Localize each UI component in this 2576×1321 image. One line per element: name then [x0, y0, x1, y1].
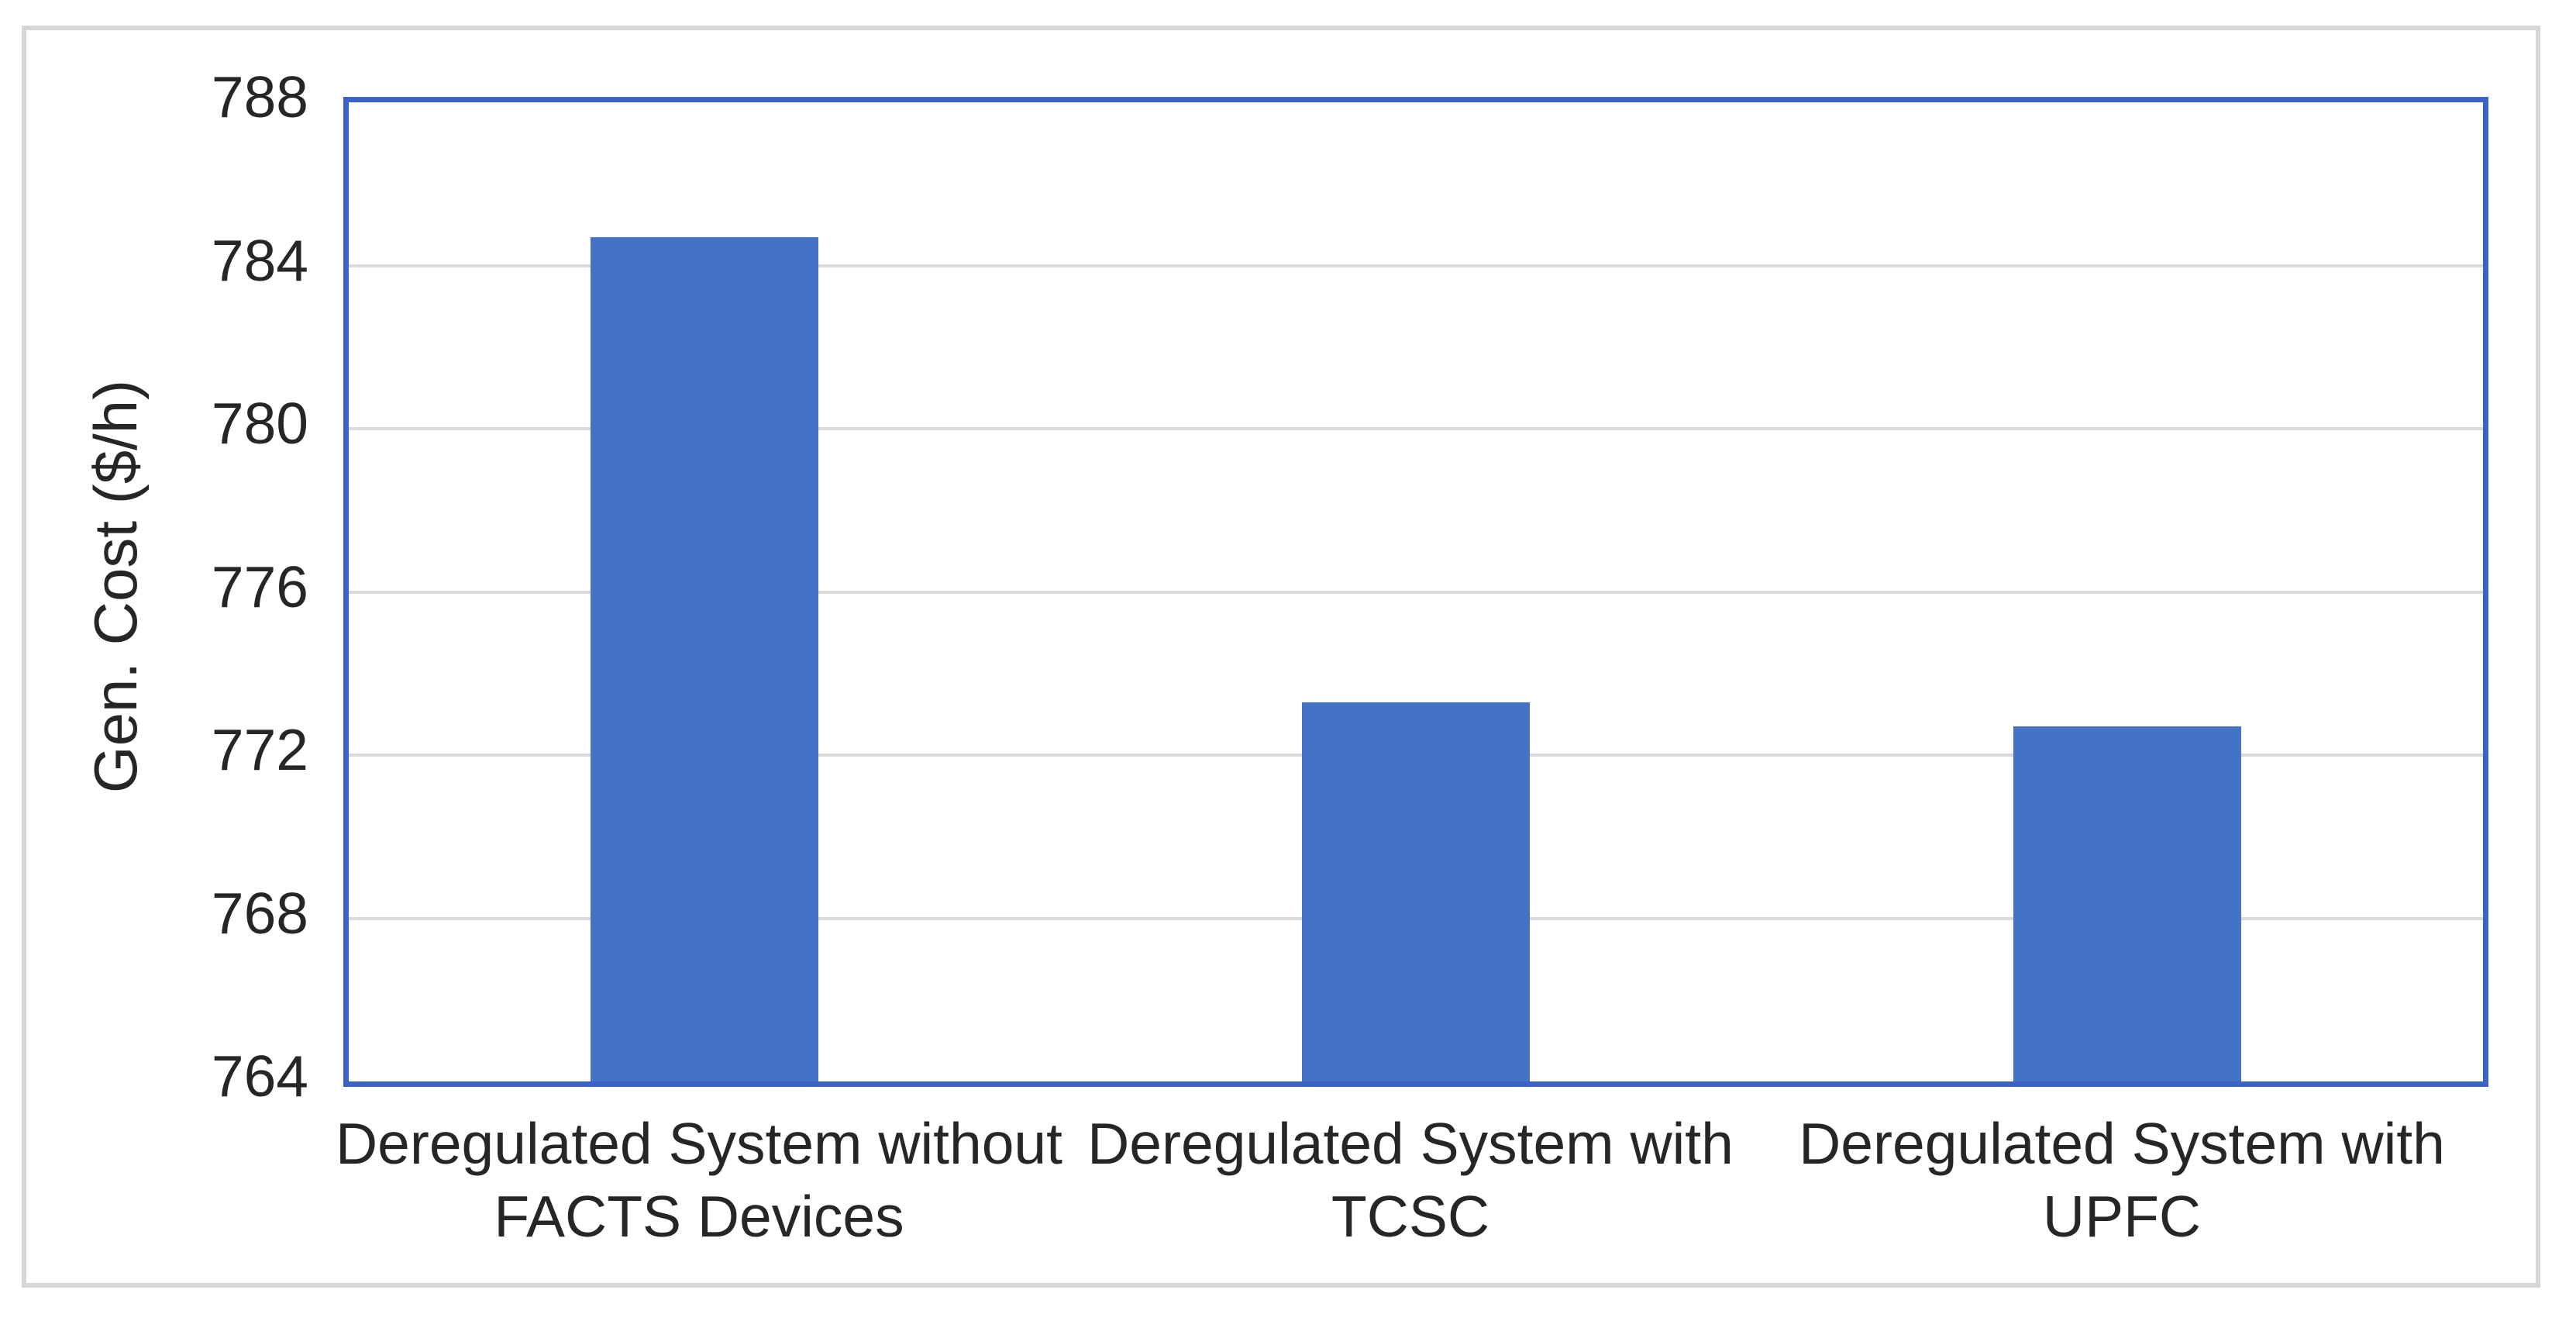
y-tick-label-780: 780 — [211, 391, 308, 456]
y-tick-label-772: 772 — [211, 717, 308, 782]
category-label-line: FACTS Devices — [494, 1184, 904, 1249]
category-label-3: Deregulated System with UPFC — [1742, 1107, 2502, 1253]
gridline-780 — [349, 427, 2483, 430]
y-tick-label-776: 776 — [211, 554, 308, 619]
y-tick-label-764: 764 — [211, 1043, 308, 1109]
category-label-line: Deregulated System with — [1087, 1111, 1734, 1176]
category-label-1: Deregulated System without FACTS Devices — [319, 1107, 1079, 1253]
y-tick-label-788: 788 — [211, 64, 308, 129]
y-tick-label-768: 768 — [211, 880, 308, 946]
bar-3 — [2013, 726, 2241, 1081]
gridline-784 — [349, 264, 2483, 267]
category-label-line: Deregulated System without — [336, 1111, 1062, 1176]
y-tick-label-784: 784 — [211, 227, 308, 293]
category-label-line: TCSC — [1331, 1184, 1490, 1249]
category-label-line: UPFC — [2042, 1184, 2202, 1249]
bar-2 — [1302, 702, 1530, 1081]
gridline-776 — [349, 590, 2483, 594]
bar-1 — [591, 236, 818, 1081]
category-label-2: Deregulated System with TCSC — [1031, 1107, 1790, 1253]
plot-area — [343, 97, 2488, 1087]
category-label-line: Deregulated System with — [1799, 1111, 2445, 1176]
